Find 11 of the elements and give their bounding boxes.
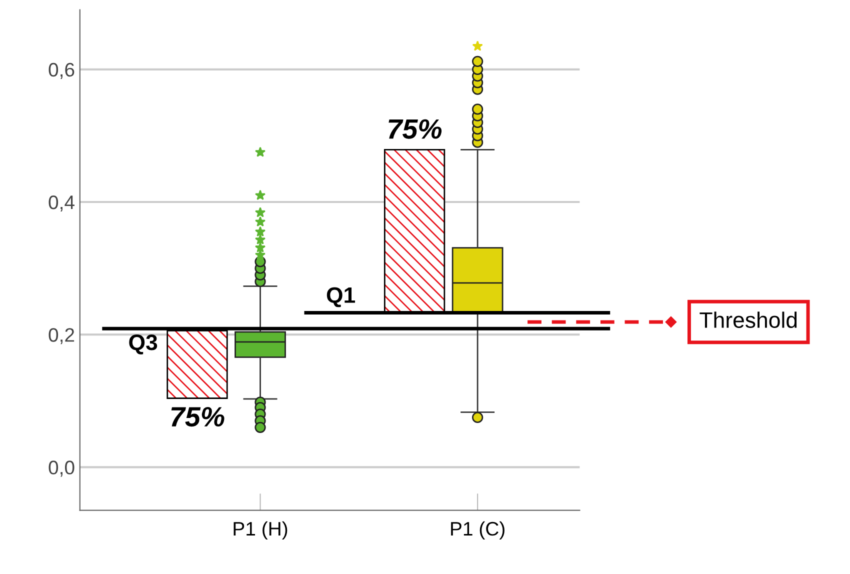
x-tick-label: P1 (C) [451, 521, 504, 540]
y-tick-label: 0,0 [48, 460, 74, 477]
ref-line-label: Threshold [700, 312, 797, 328]
annotation: 75% [388, 119, 442, 139]
x-tick-label: P1 (H) [234, 521, 288, 540]
annotation: 75% [171, 407, 224, 427]
ref-line-label: Q3 [129, 334, 158, 354]
y-tick-label: 0,4 [48, 195, 74, 212]
y-tick-label: 0,2 [48, 328, 74, 344]
ref-line-label: Q1 [326, 287, 356, 308]
y-tick-label: 0,6 [48, 62, 74, 79]
